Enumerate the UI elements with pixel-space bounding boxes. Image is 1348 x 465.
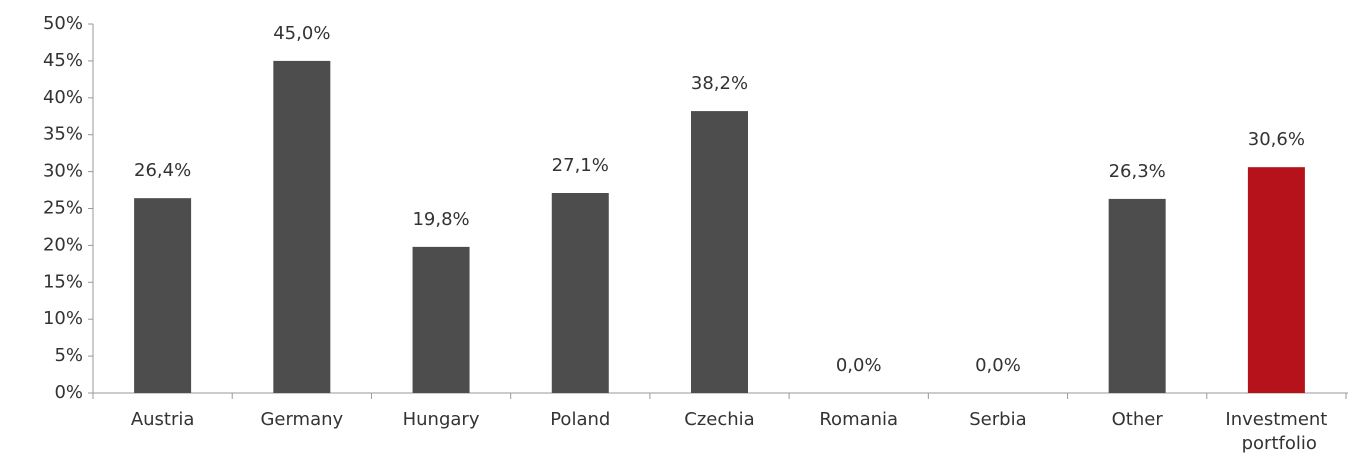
value-label: 38,2% [691,73,748,94]
x-tick-label: Germany [260,409,343,430]
y-tick-label: 0% [54,382,83,403]
value-label: 27,1% [552,155,609,176]
x-tick-label: Czechia [684,409,754,430]
y-tick-label: 5% [54,345,83,366]
bar [273,60,331,394]
value-label: 19,8% [412,209,469,230]
value-label: 26,3% [1109,161,1166,182]
x-tick-label: Poland [550,409,610,430]
bar [134,198,192,393]
y-tick-label: 10% [43,308,83,329]
y-tick-label: 35% [43,124,83,145]
bar [551,193,609,393]
x-tick-label: Romania [819,409,898,430]
value-label: 0,0% [836,355,882,376]
x-tick-label: Serbia [969,409,1026,430]
x-tick-label: Investment portfolio [1225,409,1327,454]
y-tick-label: 30% [43,161,83,182]
value-label: 30,6% [1248,129,1305,150]
value-label: 45,0% [273,23,330,44]
y-tick-label: 20% [43,234,83,255]
bar [691,111,748,394]
value-label: 26,4% [134,160,191,181]
y-tick-label: 50% [43,13,83,34]
y-tick-label: 15% [43,271,83,292]
value-label: 0,0% [975,355,1021,376]
bar [1247,167,1305,393]
x-tick-label: Other [1112,409,1164,430]
y-tick-label: 40% [43,87,83,108]
y-tick-label: 25% [43,198,83,219]
x-tick-label: Hungary [403,409,480,430]
y-tick-label: 45% [43,50,83,71]
x-tick-label: Austria [131,409,195,430]
bar [1108,198,1166,393]
bar [412,246,470,393]
